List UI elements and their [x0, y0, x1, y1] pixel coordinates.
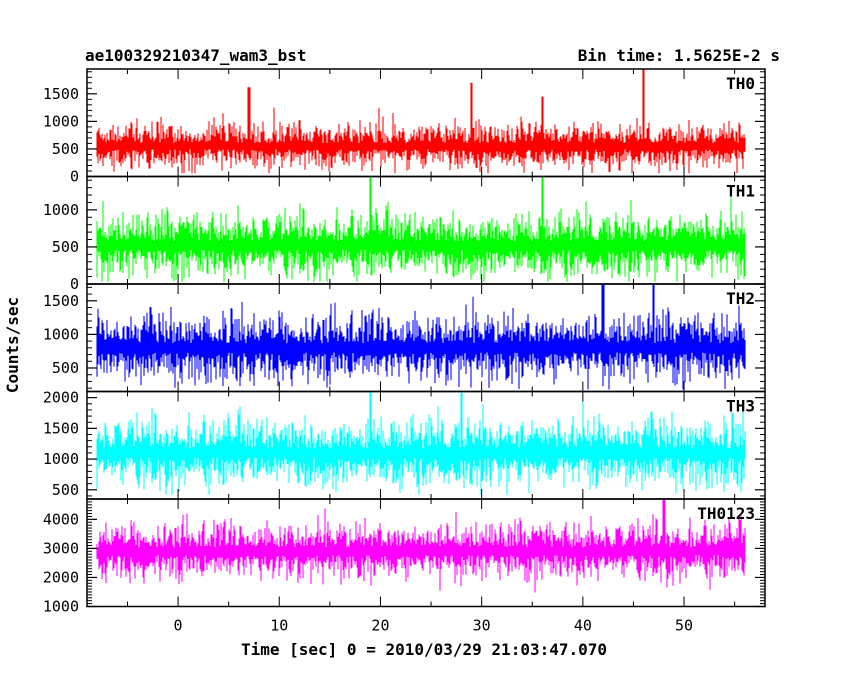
- x-axis-ticklabels: 0 10 20 30 40 50: [174, 617, 694, 635]
- panel-th2: 500 1000 1500 TH2: [43, 283, 766, 393]
- y-tick-label: 1500: [43, 419, 79, 437]
- y-tick-label: 2000: [43, 389, 79, 407]
- x-axis-label: Time [sec] 0 = 2010/03/29 21:03:47.070: [241, 640, 607, 659]
- panel-label: TH1: [726, 182, 755, 201]
- y-tick-label: 0: [70, 168, 79, 186]
- y-tick-label: 500: [52, 238, 79, 256]
- panel-th0: 0 500 1000 1500 TH0: [43, 68, 766, 186]
- series-trace-th2: [96, 284, 746, 390]
- y-tick-label: 1000: [43, 325, 79, 343]
- series-trace-th3: [96, 391, 746, 495]
- panel-label: TH0123: [697, 504, 755, 523]
- panel-th0123: 1000 2000 3000 4000 TH0123: [43, 498, 766, 616]
- bin-time-label: Bin time: 1.5625E-2 s: [578, 46, 780, 65]
- panel-label: TH2: [726, 289, 755, 308]
- plot-title: ae100329210347_wam3_bst: [85, 46, 307, 65]
- y-tick-label: 4000: [43, 510, 79, 528]
- x-tick-label: 20: [371, 617, 389, 635]
- x-tick-label: 10: [270, 617, 288, 635]
- panel-label: TH0: [726, 74, 755, 93]
- panel-frame: [86, 498, 766, 608]
- x-tick-label: 0: [174, 617, 183, 635]
- series-trace-th1: [96, 176, 746, 282]
- x-tick-label: 30: [473, 617, 491, 635]
- series-trace-th0123: [96, 499, 746, 593]
- y-tick-label: 1000: [43, 201, 79, 219]
- y-tick-label: 500: [52, 359, 79, 377]
- y-axis-label: Counts/sec: [3, 297, 22, 393]
- y-tick-label: 1500: [43, 85, 79, 103]
- y-tick-label: 1000: [43, 112, 79, 130]
- x-tick-label: 40: [574, 617, 592, 635]
- y-tick-label: 500: [52, 140, 79, 158]
- series-trace-th0: [96, 69, 746, 174]
- y-tick-label: 0: [70, 275, 79, 293]
- panel-label: TH3: [726, 397, 755, 416]
- y-tick-label: 1500: [43, 292, 79, 310]
- y-tick-label: 1000: [43, 450, 79, 468]
- panel-th3: 500 1000 1500 2000 TH3: [43, 389, 766, 500]
- x-tick-label: 50: [675, 617, 693, 635]
- y-tick-label: 1000: [43, 598, 79, 616]
- y-tick-label: 500: [52, 481, 79, 499]
- panel-th1: 0 500 1000 TH1: [43, 175, 766, 293]
- y-tick-label: 2000: [43, 568, 79, 586]
- y-tick-label: 3000: [43, 539, 79, 557]
